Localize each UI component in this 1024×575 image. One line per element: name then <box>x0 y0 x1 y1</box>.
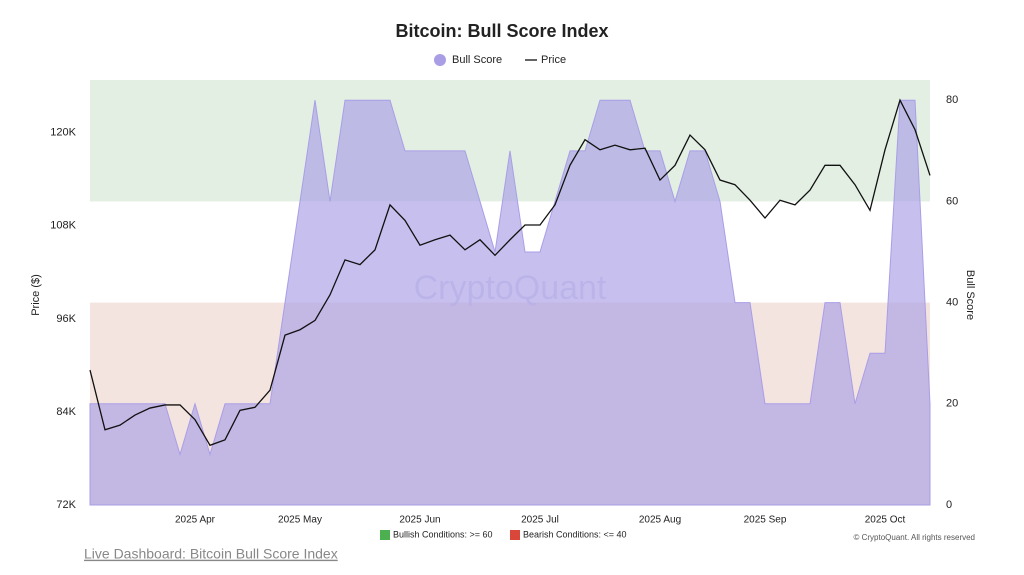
link-text[interactable]: Live Dashboard: Bitcoin Bull Score Index <box>84 546 338 562</box>
x-tick-label: 2025 Oct <box>865 515 906 526</box>
zone-swatch <box>380 530 390 540</box>
y-tick-label: 108K <box>50 220 76 232</box>
legend-label: Bull Score <box>452 54 502 66</box>
copyright: © CryptoQuant. All rights reserved <box>854 533 976 542</box>
x-tick-label: 2025 Apr <box>175 515 216 526</box>
y-tick-label: 96K <box>56 313 76 325</box>
x-tick-label: 2025 Jul <box>521 515 559 526</box>
x-tick-label: 2025 May <box>278 515 322 526</box>
x-tick-label: 2025 Sep <box>744 515 787 526</box>
y-tick-label: 120K <box>50 127 76 139</box>
x-tick-label: 2025 Aug <box>639 515 681 526</box>
legend-label: Price <box>541 54 566 66</box>
y-tick-label: 72K <box>56 499 76 511</box>
y-tick-label: 84K <box>56 406 76 418</box>
y2-tick-label: 0 <box>946 499 952 511</box>
y2-tick-label: 60 <box>946 195 958 207</box>
bull-score-area <box>89 99 931 506</box>
y2-tick-label: 20 <box>946 398 958 410</box>
y-axis-label: Price ($) <box>30 274 42 316</box>
y2-tick-label: 40 <box>946 297 958 309</box>
zone-label: Bullish Conditions: >= 60 <box>393 529 493 539</box>
y2-axis-label: Bull Score <box>964 270 976 320</box>
chart-title: Bitcoin: Bull Score Index <box>395 21 608 41</box>
legend-swatch <box>434 54 446 66</box>
x-tick-label: 2025 Jun <box>399 515 440 526</box>
dashboard-link[interactable]: Live Dashboard: Bitcoin Bull Score Index <box>84 546 338 562</box>
price-line <box>89 98 931 447</box>
y2-tick-label: 80 <box>946 94 958 106</box>
zone-swatch <box>510 530 520 540</box>
zone-label: Bearish Conditions: <= 40 <box>523 529 627 539</box>
